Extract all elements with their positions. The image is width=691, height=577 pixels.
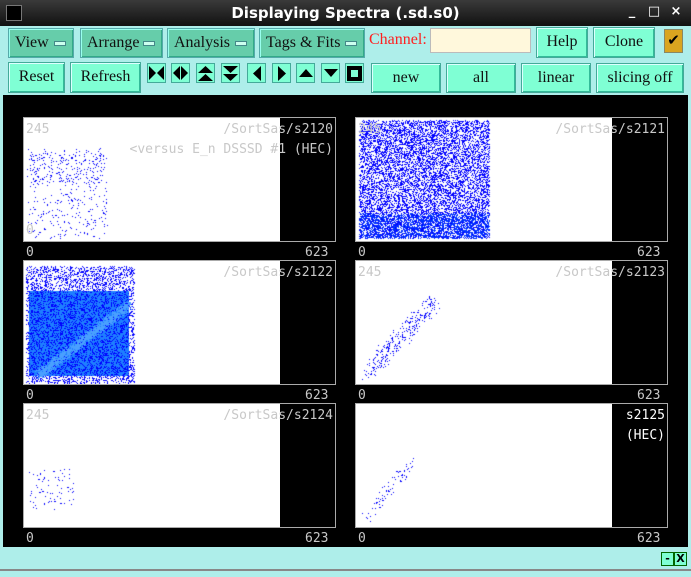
spectrum-subtitle: (HEC) (625, 428, 665, 443)
maximize-window-button[interactable]: □ (647, 4, 661, 19)
menu-tags-fits[interactable]: Tags & Fits (259, 28, 365, 58)
y-min-label: 0 (26, 223, 34, 238)
channel-input[interactable] (430, 28, 531, 53)
menu-arrange-label: Arrange (87, 34, 140, 51)
menu-analysis-label: Analysis (174, 34, 230, 51)
expand-vertical-icon (198, 65, 213, 81)
square-icon (347, 65, 362, 81)
linear-button[interactable]: linear (521, 63, 591, 93)
window-title: Displaying Spectra (.sd.s0) (231, 4, 460, 22)
all-button[interactable]: all (446, 63, 516, 93)
arrow-up-icon (298, 69, 313, 77)
menu-view[interactable]: View (8, 28, 74, 58)
spectrum-name: /SortSas/s2122 (223, 265, 333, 280)
clone-button[interactable]: Clone (593, 27, 655, 58)
x-min-label: 0 (358, 531, 366, 546)
y-max-label: 245 (26, 122, 50, 137)
scatter-points (24, 404, 280, 527)
scatter-points (24, 118, 280, 241)
scatter-points (24, 261, 280, 384)
help-button[interactable]: Help (536, 27, 588, 58)
x-min-label: 0 (26, 531, 34, 546)
menu-indicator-icon (345, 41, 357, 46)
new-button[interactable]: new (371, 63, 441, 93)
menu-indicator-icon (54, 41, 66, 46)
menu-analysis[interactable]: Analysis (167, 28, 255, 58)
close-window-button[interactable]: × (670, 4, 682, 19)
spectrum-panel[interactable]: 245 /SortSas/s2124 (23, 403, 336, 528)
minimize-window-button[interactable]: _ (628, 4, 636, 19)
scatter-points (356, 261, 612, 384)
x-max-label: 623 (637, 388, 661, 403)
menu-indicator-icon (235, 41, 247, 46)
full-view-button[interactable] (345, 63, 364, 83)
scroll-up-button[interactable] (296, 63, 315, 83)
scroll-right-button[interactable] (272, 63, 291, 83)
x-min-label: 0 (358, 245, 366, 260)
expand-horizontal-icon (149, 66, 164, 80)
y-max-label: 245 (358, 122, 382, 137)
spectrum-panel[interactable]: 245 /SortSas/s2120 <versus E_n DSSSD #1 … (23, 117, 336, 242)
scroll-down-button[interactable] (321, 63, 340, 83)
x-max-label: 623 (637, 531, 661, 546)
spectrum-name: /SortSas/s2120 (223, 122, 333, 137)
y-max-label: 245 (26, 408, 50, 423)
spectrum-name: /SortSas/s2124 (223, 408, 333, 423)
expand-horizontal-button[interactable] (147, 63, 166, 83)
shrink-horizontal-button[interactable] (171, 63, 190, 83)
x-max-label: 623 (305, 245, 329, 260)
status-bar (0, 547, 691, 571)
menu-tags-fits-label: Tags & Fits (266, 34, 341, 51)
menu-view-label: View (15, 34, 49, 51)
menu-arrange[interactable]: Arrange (80, 28, 163, 58)
expand-vertical-button[interactable] (196, 63, 215, 83)
spectrum-name: /SortSas/s2121 (555, 122, 665, 137)
shrink-horizontal-icon (173, 66, 188, 80)
spectrum-panel[interactable]: /SortSas/s2122 (23, 260, 336, 385)
arrow-left-icon (252, 65, 261, 81)
slicing-button[interactable]: slicing off (596, 63, 684, 93)
shrink-vertical-icon (223, 65, 238, 81)
spectrum-subtitle: <versus E_n DSSSD #1 (HEC) (129, 142, 334, 157)
spectrum-panel[interactable]: 245 /SortSas/s2121 (355, 117, 668, 242)
spectrum-name: s2125 (625, 408, 665, 423)
shrink-vertical-button[interactable] (221, 63, 240, 83)
x-max-label: 623 (305, 531, 329, 546)
spectrum-panel[interactable]: s2125 (HEC) (355, 403, 668, 528)
option-checkbox[interactable]: ✔ (664, 29, 683, 53)
scatter-points (356, 118, 612, 241)
x-min-label: 0 (358, 388, 366, 403)
channel-label: Channel: (369, 31, 427, 48)
x-max-label: 623 (305, 388, 329, 403)
reset-button[interactable]: Reset (8, 62, 65, 93)
arrow-down-icon (323, 69, 338, 77)
scatter-points (356, 404, 612, 527)
minimize-panel-button[interactable]: - (661, 552, 674, 566)
x-max-label: 623 (637, 245, 661, 260)
refresh-button[interactable]: Refresh (70, 62, 141, 93)
spectrum-name: /SortSas/s2123 (555, 265, 665, 280)
spectrum-panel[interactable]: 245 /SortSas/s2123 (355, 260, 668, 385)
x-min-label: 0 (26, 388, 34, 403)
x-min-label: 0 (26, 245, 34, 260)
menu-indicator-icon (143, 41, 155, 46)
window-title-bar: Displaying Spectra (.sd.s0) (0, 0, 691, 26)
arrow-right-icon (277, 65, 286, 81)
app-icon (6, 5, 22, 21)
scroll-left-button[interactable] (247, 63, 266, 83)
close-panel-button[interactable]: X (674, 552, 687, 566)
y-max-label: 245 (358, 265, 382, 280)
